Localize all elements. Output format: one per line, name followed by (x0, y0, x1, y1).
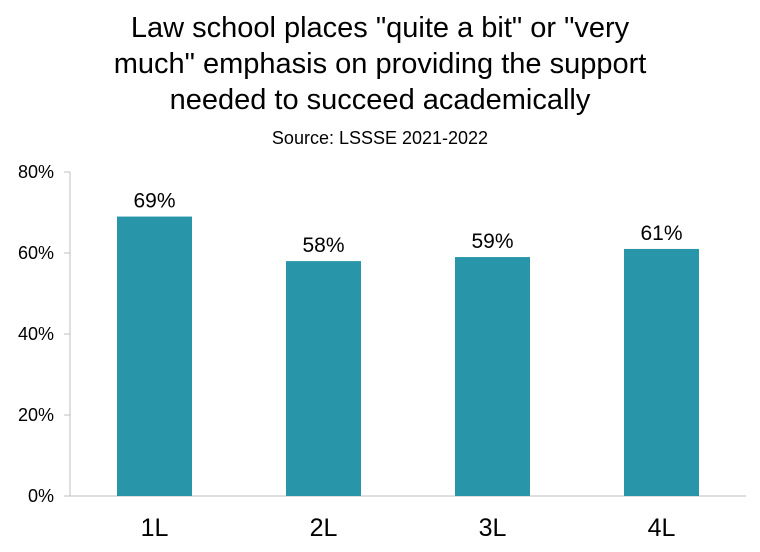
x-tick-label-3L: 3L (479, 514, 507, 542)
bar-2L (286, 261, 361, 496)
data-label-2L: 58% (302, 234, 344, 257)
chart-title-line-3: needed to succeed academically (169, 84, 591, 116)
bar-4L (624, 248, 699, 496)
y-tick-label: 0% (28, 486, 54, 506)
data-label-1L: 69% (133, 190, 175, 213)
chart-title-line-1: Law school places "quite a bit" or "very (130, 12, 630, 44)
x-tick-label-4L: 4L (648, 514, 676, 542)
chart-title-line-2: much" emphasis on providing the support (113, 48, 647, 80)
chart-subtitle: Source: LSSSE 2021-2022 (271, 128, 489, 148)
y-tick-label: 20% (18, 405, 54, 425)
y-tick-label: 40% (18, 324, 54, 344)
data-label-4L: 61% (640, 222, 682, 245)
bar-1L (117, 216, 192, 497)
x-tick-label-1L: 1L (141, 514, 169, 542)
y-tick-label: 80% (18, 162, 54, 182)
data-label-3L: 59% (471, 230, 513, 253)
x-tick-label-2L: 2L (310, 514, 338, 542)
chart-title: Law school places "quite a bit" or "very… (0, 10, 760, 118)
y-tick-label: 60% (18, 243, 54, 263)
bar-3L (455, 257, 530, 496)
